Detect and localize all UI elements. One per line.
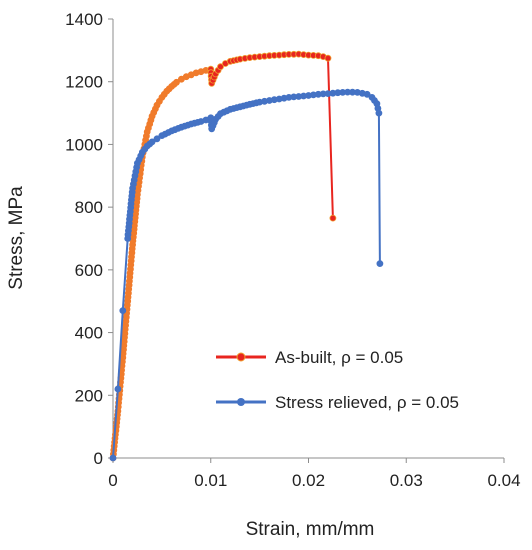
data-point (109, 454, 117, 462)
legend-item-as-built: As-built, ρ = 0.05 (216, 348, 403, 367)
x-tick-label: 0.02 (292, 471, 325, 490)
y-tick-label: 400 (75, 324, 103, 343)
x-tick-labels: 0 0.01 0.02 0.03 0.04 (108, 458, 521, 490)
data-point (375, 109, 383, 117)
y-tick-label: 1400 (65, 10, 103, 29)
data-point (173, 78, 180, 86)
y-tick-label: 200 (75, 386, 103, 405)
legend-marker-stress-relieved (237, 398, 245, 406)
legend-label-stress-relieved: Stress relieved, ρ = 0.05 (275, 393, 459, 412)
x-tick-label: 0.03 (390, 471, 423, 490)
x-tick-label: 0.01 (194, 471, 227, 490)
data-point (376, 260, 384, 268)
data-point (148, 138, 156, 146)
data-point (324, 54, 332, 62)
legend-marker-as-built (236, 352, 246, 362)
plot-area (109, 50, 384, 462)
y-tick-label: 0 (94, 449, 103, 468)
y-axis-title: Stress, MPa (6, 186, 27, 290)
y-tick-label: 600 (75, 261, 103, 280)
legend-item-stress-relieved: Stress relieved, ρ = 0.05 (216, 393, 459, 412)
data-point (119, 307, 127, 315)
x-axis-title: Strain, mm/mm (246, 519, 375, 540)
data-point (153, 135, 161, 143)
series-stress-relieved (109, 88, 384, 462)
legend: As-built, ρ = 0.05 Stress relieved, ρ = … (216, 348, 459, 412)
x-tick-label: 0 (108, 471, 117, 490)
data-point (329, 214, 337, 222)
y-tick-label: 800 (75, 198, 103, 217)
y-tick-labels: 0 200 400 600 800 1000 1200 1400 (65, 10, 113, 468)
y-tick-label: 1000 (65, 135, 103, 154)
x-tick-label: 0.04 (487, 471, 520, 490)
legend-label-as-built: As-built, ρ = 0.05 (275, 348, 403, 367)
series-as-built (109, 50, 337, 462)
data-point (217, 63, 224, 71)
data-point (363, 90, 371, 98)
data-point (114, 385, 122, 393)
y-tick-label: 1200 (65, 73, 103, 92)
